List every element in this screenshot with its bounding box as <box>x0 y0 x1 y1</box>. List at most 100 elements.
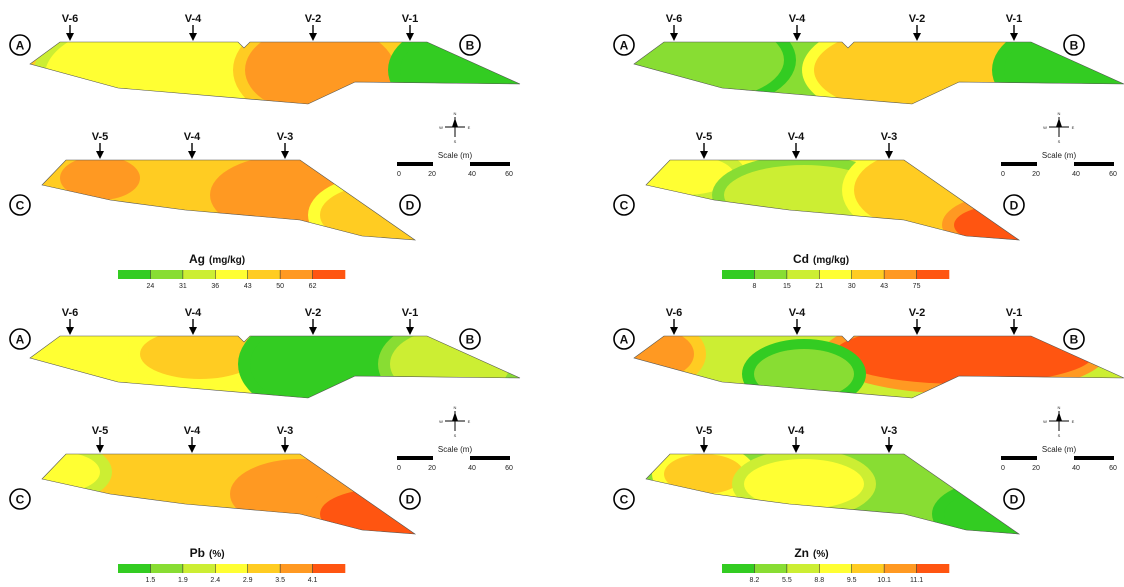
compass-s-label: S <box>454 139 457 144</box>
scale-bar-segment <box>397 162 433 166</box>
well-label: V-1 <box>1006 13 1023 25</box>
well-arrow-head <box>913 33 921 41</box>
well-arrow-head <box>913 327 921 335</box>
legend-color-swatch <box>722 564 755 573</box>
panel-zn: V-6 V-4 V-2 V-1 V-5 V-4 V-3 A B C D N S E W Scale (m) 0 2… <box>604 294 1124 587</box>
legend-color-swatch <box>182 270 216 279</box>
legend-color-swatch <box>150 564 184 573</box>
legend-tick-label: 24 <box>147 283 155 290</box>
legend-tick-label: 5.5 <box>782 577 792 584</box>
legend-tick-label: 36 <box>211 283 219 290</box>
legend-tick-label: 8.2 <box>750 577 760 584</box>
scale-tick-label: 20 <box>428 465 436 472</box>
section-fill-group <box>634 336 1124 398</box>
well-label: V-3 <box>277 425 294 437</box>
well-label: V-3 <box>881 131 898 143</box>
well-arrow-head <box>188 151 196 159</box>
compass-n-label: N <box>454 111 457 116</box>
legend-color-swatch <box>280 270 313 279</box>
legend-color-swatch <box>182 564 216 573</box>
well-label: V-5 <box>696 131 713 143</box>
scale-bar-segment <box>397 456 433 460</box>
well-arrow-head <box>1010 33 1018 41</box>
legend-color-swatch <box>916 270 950 279</box>
well-label: V-4 <box>185 13 202 25</box>
compass-e-label: E <box>468 125 471 130</box>
scale-bar-segment <box>1001 162 1037 166</box>
scale-tick-label: 0 <box>397 465 401 472</box>
section-point-label: C <box>16 199 25 213</box>
compass-w-label: W <box>439 125 443 130</box>
scale-bar-segment <box>470 456 510 460</box>
scale-tick-label: 60 <box>1109 171 1117 178</box>
well-arrow-head <box>670 33 678 41</box>
well-label: V-5 <box>92 425 109 437</box>
section-point-circle <box>1063 328 1085 350</box>
legend-color-swatch <box>851 564 885 573</box>
concentration-zone <box>664 454 744 494</box>
section-point-label: D <box>406 199 415 213</box>
section-outline <box>633 335 1124 399</box>
legend-color-swatch <box>722 270 755 279</box>
legend-tick-label: 1.9 <box>178 577 188 584</box>
concentration-zone <box>744 459 864 509</box>
well-label: V-4 <box>789 307 806 319</box>
well-label: V-6 <box>666 13 683 25</box>
legend-color-swatch <box>916 564 950 573</box>
section-point-circle <box>613 488 635 510</box>
legend-color-swatch <box>786 564 820 573</box>
compass-n-label: N <box>454 405 457 410</box>
legend-color-swatch <box>280 564 313 573</box>
scale-tick-label: 0 <box>397 171 401 178</box>
legend-unit: (mg/kg) <box>209 255 245 266</box>
compass-north-arrow <box>452 412 458 421</box>
well-label: V-4 <box>184 131 201 143</box>
legend-color-swatch <box>247 270 281 279</box>
section-point-circle <box>9 488 31 510</box>
well-arrow-head <box>792 445 800 453</box>
concentration-zone <box>834 336 1094 384</box>
well-arrow-head <box>309 33 317 41</box>
well-arrow-head <box>406 327 414 335</box>
section-point-circle <box>459 34 481 56</box>
legend-tick-label: 15 <box>783 283 791 290</box>
compass-n-label: N <box>1058 111 1061 116</box>
legend-color-swatch <box>118 564 151 573</box>
panel-pb: V-6 V-4 V-2 V-1 V-5 V-4 V-3 A B C D N S E W Scale (m) 0 2… <box>0 294 560 587</box>
compass-s-label: S <box>1058 433 1061 438</box>
scale-bar-segment <box>1001 456 1037 460</box>
scale-tick-label: 0 <box>1001 465 1005 472</box>
section-point-circle <box>1003 194 1025 216</box>
compass-w-label: W <box>439 419 443 424</box>
section-point-circle <box>9 328 31 350</box>
section-point-label: D <box>1010 493 1019 507</box>
cd-section-map: V-6 V-4 V-2 V-1 V-5 V-4 V-3 A B C D N S E W Scale (m) 0 2… <box>613 13 1124 290</box>
well-arrow-head <box>1010 327 1018 335</box>
legend-color-swatch <box>118 270 151 279</box>
section-point-label: B <box>1070 333 1079 347</box>
compass-north-arrow <box>452 118 458 127</box>
concentration-zone <box>140 336 260 379</box>
legend-element-name: Pb <box>190 546 205 560</box>
legend-tick-label: 43 <box>244 283 252 290</box>
legend-tick-label: 11.1 <box>910 577 923 584</box>
well-label: V-6 <box>62 307 79 319</box>
well-label: V-6 <box>666 307 683 319</box>
section-point-label: B <box>1070 39 1079 53</box>
scale-tick-label: 20 <box>1032 171 1040 178</box>
section-point-label: A <box>620 333 629 347</box>
section-outline <box>29 41 521 105</box>
legend-color-swatch <box>247 564 281 573</box>
well-label: V-4 <box>185 307 202 319</box>
legend-tick-label: 31 <box>179 283 187 290</box>
section-point-circle <box>613 194 635 216</box>
well-label: V-3 <box>881 425 898 437</box>
section-point-circle <box>399 488 421 510</box>
well-arrow-head <box>96 151 104 159</box>
legend-color-swatch <box>312 564 346 573</box>
legend-color-swatch <box>786 270 820 279</box>
scale-title: Scale (m) <box>438 151 473 160</box>
well-arrow-head <box>189 327 197 335</box>
section-point-label: B <box>466 333 475 347</box>
